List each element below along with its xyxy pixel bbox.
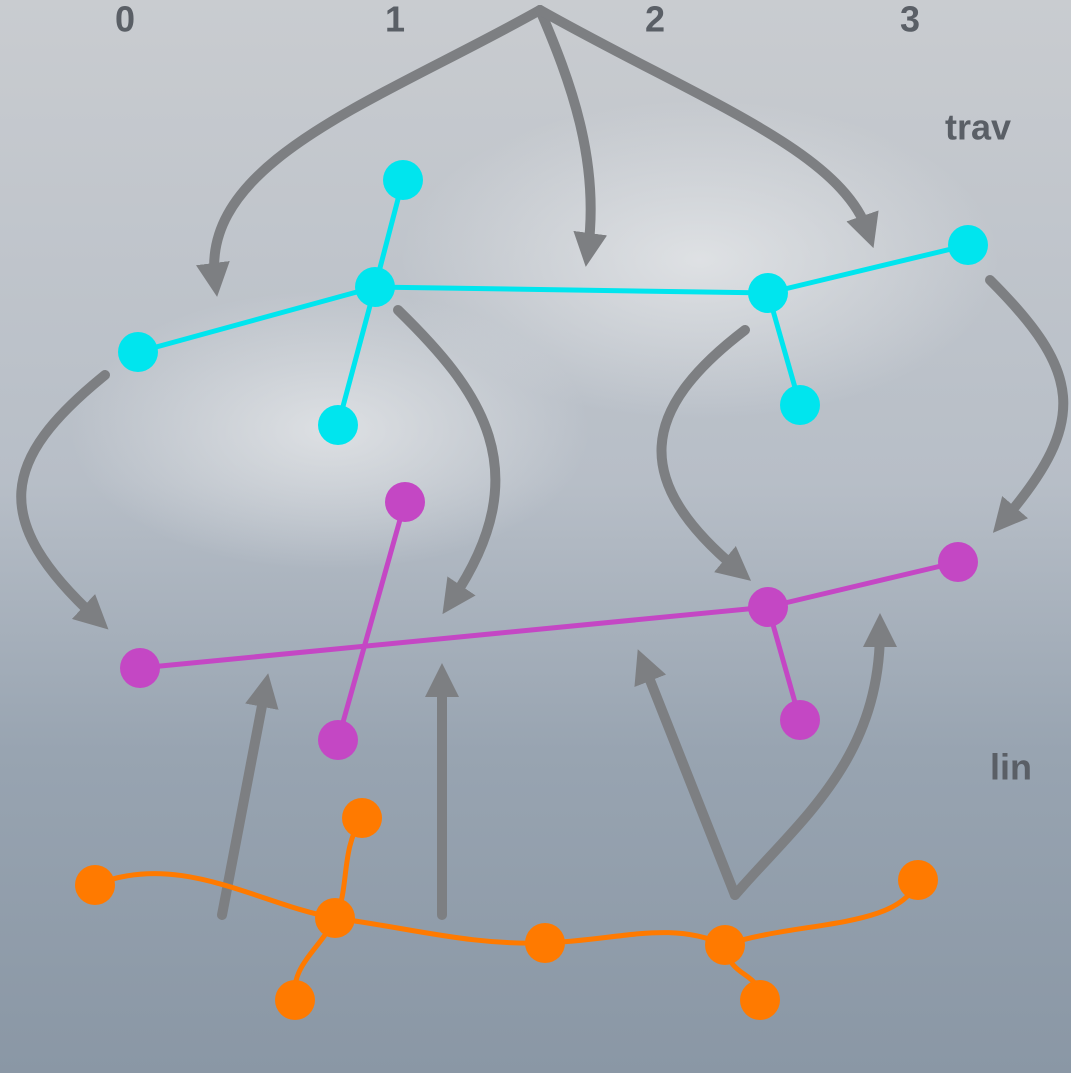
arrows — [16, 5, 1069, 920]
column-label: 1 — [385, 0, 405, 40]
edge — [335, 501, 408, 741]
column-label: 0 — [115, 0, 135, 40]
node — [898, 860, 938, 900]
arrow — [393, 305, 501, 615]
node — [120, 648, 160, 688]
node — [75, 865, 115, 905]
edge — [137, 284, 376, 355]
arrow — [730, 613, 897, 900]
arrow — [217, 673, 279, 920]
node — [318, 405, 358, 445]
node — [318, 720, 358, 760]
side-label: trav — [945, 107, 1011, 148]
edge — [767, 559, 959, 610]
node — [355, 267, 395, 307]
background-texture — [400, 100, 1000, 420]
edge — [335, 286, 378, 426]
node — [938, 542, 978, 582]
cyan-tree — [118, 160, 988, 445]
node — [118, 332, 158, 372]
node — [740, 980, 780, 1020]
arrow — [535, 5, 879, 249]
node — [780, 700, 820, 740]
arrow — [656, 325, 752, 581]
node — [275, 980, 315, 1020]
node — [705, 925, 745, 965]
orange-tree — [75, 798, 938, 1020]
node — [948, 225, 988, 265]
arrow — [535, 5, 608, 267]
arrow — [634, 649, 740, 900]
edge — [139, 604, 769, 671]
column-label: 2 — [645, 0, 665, 40]
side-label: lin — [990, 747, 1032, 788]
node — [342, 798, 382, 838]
node — [748, 273, 788, 313]
arrow — [196, 5, 545, 297]
node — [748, 587, 788, 627]
edge — [767, 242, 969, 296]
column-label: 3 — [900, 0, 920, 40]
edge — [374, 284, 769, 296]
arrow — [985, 275, 1069, 533]
column-labels: 0 1 2 3 — [115, 0, 920, 40]
node — [780, 385, 820, 425]
node — [385, 482, 425, 522]
magenta-tree — [120, 482, 978, 760]
node — [525, 923, 565, 963]
arrow — [16, 370, 110, 630]
node — [383, 160, 423, 200]
node — [315, 898, 355, 938]
